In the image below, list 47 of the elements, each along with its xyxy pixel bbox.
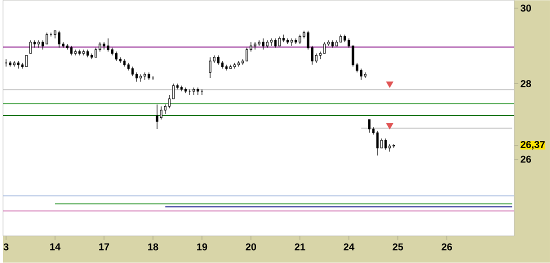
candlestick bbox=[246, 48, 248, 62]
x-tick-label: 24 bbox=[344, 244, 354, 250]
candlestick bbox=[254, 42, 256, 50]
candlestick bbox=[94, 48, 98, 58]
x-tick-label: 18 bbox=[148, 244, 158, 251]
candlestick bbox=[348, 38, 350, 48]
candlestick bbox=[58, 30, 60, 48]
candlestick bbox=[323, 42, 326, 54]
x-tick-label: 20 bbox=[246, 244, 256, 251]
candlestick bbox=[29, 40, 32, 54]
y-tick-label: 28 bbox=[520, 80, 532, 88]
candlestick bbox=[368, 119, 371, 134]
candlestick bbox=[225, 64, 228, 71]
candlestick bbox=[262, 38, 264, 50]
candlestick bbox=[180, 85, 183, 92]
candlestick bbox=[217, 55, 220, 66]
x-tick-label: 14 bbox=[50, 243, 60, 250]
candlestick bbox=[360, 68, 362, 80]
x-tick-label: 25 bbox=[392, 244, 404, 251]
candlestick bbox=[115, 51, 118, 62]
candlestick bbox=[327, 40, 330, 46]
candlestick bbox=[176, 84, 179, 90]
candlestick bbox=[160, 106, 162, 120]
x-tick-label: 17 bbox=[99, 243, 110, 250]
candlestick bbox=[384, 138, 387, 150]
candlestick bbox=[356, 62, 358, 73]
y-tick-label: 26 bbox=[520, 156, 532, 163]
candlestick bbox=[131, 66, 134, 77]
candlestick bbox=[135, 72, 138, 82]
candlestick bbox=[208, 57, 212, 78]
candlestick bbox=[156, 104, 158, 130]
candlestick bbox=[106, 38, 110, 52]
y-tick-label: 26,37 bbox=[520, 141, 545, 150]
candlestick bbox=[25, 55, 28, 68]
candlestick bbox=[74, 50, 77, 56]
x-tick-label: 19 bbox=[197, 244, 208, 251]
candlestick bbox=[102, 42, 106, 50]
candlestick bbox=[298, 34, 302, 44]
candlestick bbox=[78, 50, 81, 56]
candlestick bbox=[70, 46, 73, 56]
candlestick bbox=[46, 32, 48, 44]
x-tick-label: 21 bbox=[294, 244, 306, 250]
candlestick bbox=[376, 130, 379, 156]
x-tick-label: 26 bbox=[442, 244, 452, 251]
candlestick bbox=[274, 38, 277, 48]
x-tick-label: 3 bbox=[4, 244, 8, 251]
y-tick-label: 30 bbox=[520, 4, 531, 12]
